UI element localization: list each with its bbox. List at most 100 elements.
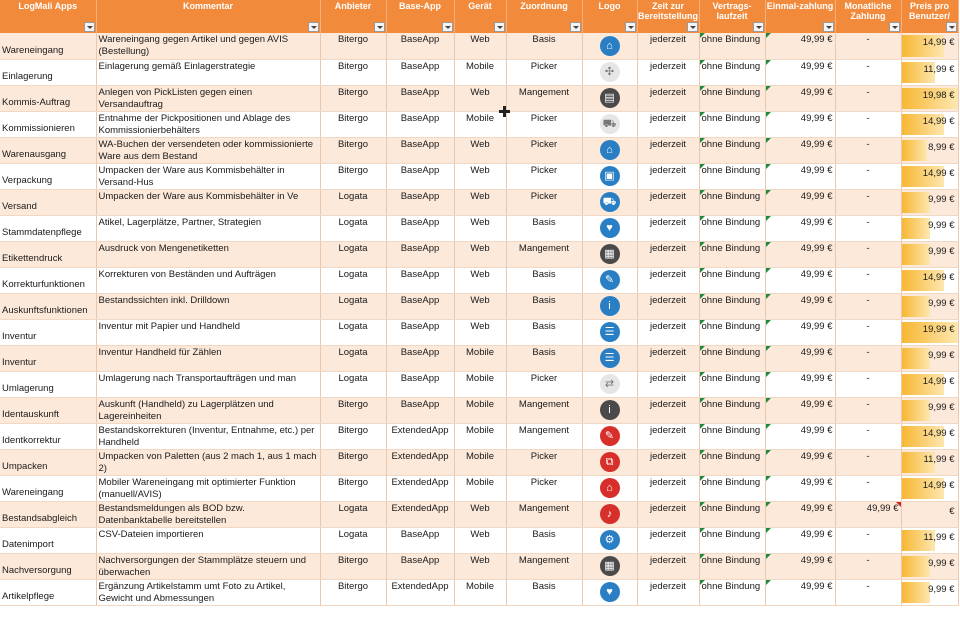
- one-time-payment-cell[interactable]: 49,99 €: [765, 163, 836, 190]
- contract-term-cell[interactable]: ohne Bindung: [699, 215, 766, 242]
- comment-cell[interactable]: Bestandskorrekturen (Inventur, Entnahme,…: [96, 423, 321, 450]
- assignment-cell[interactable]: Picker: [506, 111, 583, 138]
- app-name-cell[interactable]: Auskunftsfunktionen: [0, 293, 97, 320]
- price-per-user-cell[interactable]: 14,99 €: [901, 111, 959, 138]
- provider-cell[interactable]: Logata: [320, 293, 387, 320]
- one-time-payment-cell[interactable]: 49,99 €: [765, 241, 836, 268]
- provider-cell[interactable]: Logata: [320, 215, 387, 242]
- base-app-cell[interactable]: ExtendedApp: [386, 449, 455, 476]
- provision-time-cell[interactable]: jederzeit: [637, 111, 700, 138]
- assignment-cell[interactable]: Basis: [506, 267, 583, 294]
- provision-time-cell[interactable]: jederzeit: [637, 371, 700, 398]
- column-header-3[interactable]: Base-App: [386, 0, 455, 33]
- logo-cell[interactable]: i: [582, 293, 638, 320]
- logo-cell[interactable]: ♥: [582, 579, 638, 606]
- base-app-cell[interactable]: BaseApp: [386, 163, 455, 190]
- provider-cell[interactable]: Bitergo: [320, 111, 387, 138]
- base-app-cell[interactable]: ExtendedApp: [386, 501, 455, 528]
- app-name-cell[interactable]: Verpackung: [0, 163, 97, 190]
- comment-cell[interactable]: Korrekturen von Beständen und Aufträgen: [96, 267, 321, 294]
- assignment-cell[interactable]: Mangement: [506, 85, 583, 112]
- column-header-10[interactable]: Monatliche Zahlung: [835, 0, 902, 33]
- monthly-payment-cell[interactable]: -: [835, 579, 902, 606]
- one-time-payment-cell[interactable]: 49,99 €: [765, 111, 836, 138]
- comment-cell[interactable]: Umpacken der Ware aus Kommisbehälter in …: [96, 163, 321, 190]
- provision-time-cell[interactable]: jederzeit: [637, 267, 700, 294]
- comment-cell[interactable]: Inventur mit Papier und Handheld: [96, 319, 321, 346]
- provision-time-cell[interactable]: jederzeit: [637, 423, 700, 450]
- device-cell[interactable]: Web: [454, 319, 507, 346]
- logo-cell[interactable]: ▦: [582, 241, 638, 268]
- provision-time-cell[interactable]: jederzeit: [637, 189, 700, 216]
- app-name-cell[interactable]: Stammdatenpflege: [0, 215, 97, 242]
- price-per-user-cell[interactable]: 19,99 €: [901, 319, 959, 346]
- column-header-6[interactable]: Logo: [582, 0, 638, 33]
- base-app-cell[interactable]: BaseApp: [386, 215, 455, 242]
- monthly-payment-cell[interactable]: -: [835, 449, 902, 476]
- contract-term-cell[interactable]: ohne Bindung: [699, 189, 766, 216]
- provider-cell[interactable]: Logata: [320, 371, 387, 398]
- provision-time-cell[interactable]: jederzeit: [637, 345, 700, 372]
- filter-dropdown-icon[interactable]: [569, 22, 581, 32]
- base-app-cell[interactable]: BaseApp: [386, 189, 455, 216]
- device-cell[interactable]: Mobile: [454, 345, 507, 372]
- device-cell[interactable]: Mobile: [454, 371, 507, 398]
- base-app-cell[interactable]: BaseApp: [386, 293, 455, 320]
- comment-cell[interactable]: Ausdruck von Mengenetiketten: [96, 241, 321, 268]
- contract-term-cell[interactable]: ohne Bindung: [699, 475, 766, 502]
- monthly-payment-cell[interactable]: -: [835, 475, 902, 502]
- device-cell[interactable]: Mobile: [454, 475, 507, 502]
- column-header-1[interactable]: Kommentar: [96, 0, 321, 33]
- contract-term-cell[interactable]: ohne Bindung: [699, 293, 766, 320]
- assignment-cell[interactable]: Basis: [506, 293, 583, 320]
- logo-cell[interactable]: ▤: [582, 85, 638, 112]
- app-name-cell[interactable]: Umpacken: [0, 449, 97, 476]
- base-app-cell[interactable]: BaseApp: [386, 553, 455, 580]
- provision-time-cell[interactable]: jederzeit: [637, 241, 700, 268]
- logo-cell[interactable]: ⛟: [582, 189, 638, 216]
- assignment-cell[interactable]: Picker: [506, 371, 583, 398]
- provision-time-cell[interactable]: jederzeit: [637, 397, 700, 424]
- app-name-cell[interactable]: Wareneingang: [0, 475, 97, 502]
- price-per-user-cell[interactable]: 19,98 €: [901, 85, 959, 112]
- contract-term-cell[interactable]: ohne Bindung: [699, 59, 766, 86]
- column-header-4[interactable]: Gerät: [454, 0, 507, 33]
- contract-term-cell[interactable]: ohne Bindung: [699, 267, 766, 294]
- one-time-payment-cell[interactable]: 49,99 €: [765, 527, 836, 554]
- monthly-payment-cell[interactable]: -: [835, 163, 902, 190]
- one-time-payment-cell[interactable]: 49,99 €: [765, 449, 836, 476]
- assignment-cell[interactable]: Mangement: [506, 241, 583, 268]
- device-cell[interactable]: Mobile: [454, 449, 507, 476]
- app-name-cell[interactable]: Einlagerung: [0, 59, 97, 86]
- provider-cell[interactable]: Logata: [320, 267, 387, 294]
- base-app-cell[interactable]: BaseApp: [386, 241, 455, 268]
- assignment-cell[interactable]: Picker: [506, 137, 583, 164]
- base-app-cell[interactable]: BaseApp: [386, 319, 455, 346]
- device-cell[interactable]: Mobile: [454, 397, 507, 424]
- logo-cell[interactable]: ⇄: [582, 371, 638, 398]
- assignment-cell[interactable]: Picker: [506, 163, 583, 190]
- logo-cell[interactable]: i: [582, 397, 638, 424]
- logo-cell[interactable]: ✣: [582, 59, 638, 86]
- app-name-cell[interactable]: Korrekturfunktionen: [0, 267, 97, 294]
- one-time-payment-cell[interactable]: 49,99 €: [765, 371, 836, 398]
- logo-cell[interactable]: ☰: [582, 319, 638, 346]
- comment-cell[interactable]: Nachversorgungen der Stammplätze steuern…: [96, 553, 321, 580]
- logo-cell[interactable]: ♥: [582, 215, 638, 242]
- device-cell[interactable]: Web: [454, 85, 507, 112]
- provision-time-cell[interactable]: jederzeit: [637, 319, 700, 346]
- filter-dropdown-icon[interactable]: [752, 22, 764, 32]
- app-name-cell[interactable]: Datenimport: [0, 527, 97, 554]
- base-app-cell[interactable]: BaseApp: [386, 371, 455, 398]
- app-name-cell[interactable]: Etikettendruck: [0, 241, 97, 268]
- logo-cell[interactable]: ▦: [582, 553, 638, 580]
- logo-cell[interactable]: ⌂: [582, 137, 638, 164]
- monthly-payment-cell[interactable]: -: [835, 371, 902, 398]
- comment-cell[interactable]: Umlagerung nach Transportaufträgen und m…: [96, 371, 321, 398]
- one-time-payment-cell[interactable]: 49,99 €: [765, 85, 836, 112]
- provider-cell[interactable]: Bitergo: [320, 553, 387, 580]
- one-time-payment-cell[interactable]: 49,99 €: [765, 319, 836, 346]
- base-app-cell[interactable]: BaseApp: [386, 267, 455, 294]
- one-time-payment-cell[interactable]: 49,99 €: [765, 189, 836, 216]
- logo-cell[interactable]: ✎: [582, 423, 638, 450]
